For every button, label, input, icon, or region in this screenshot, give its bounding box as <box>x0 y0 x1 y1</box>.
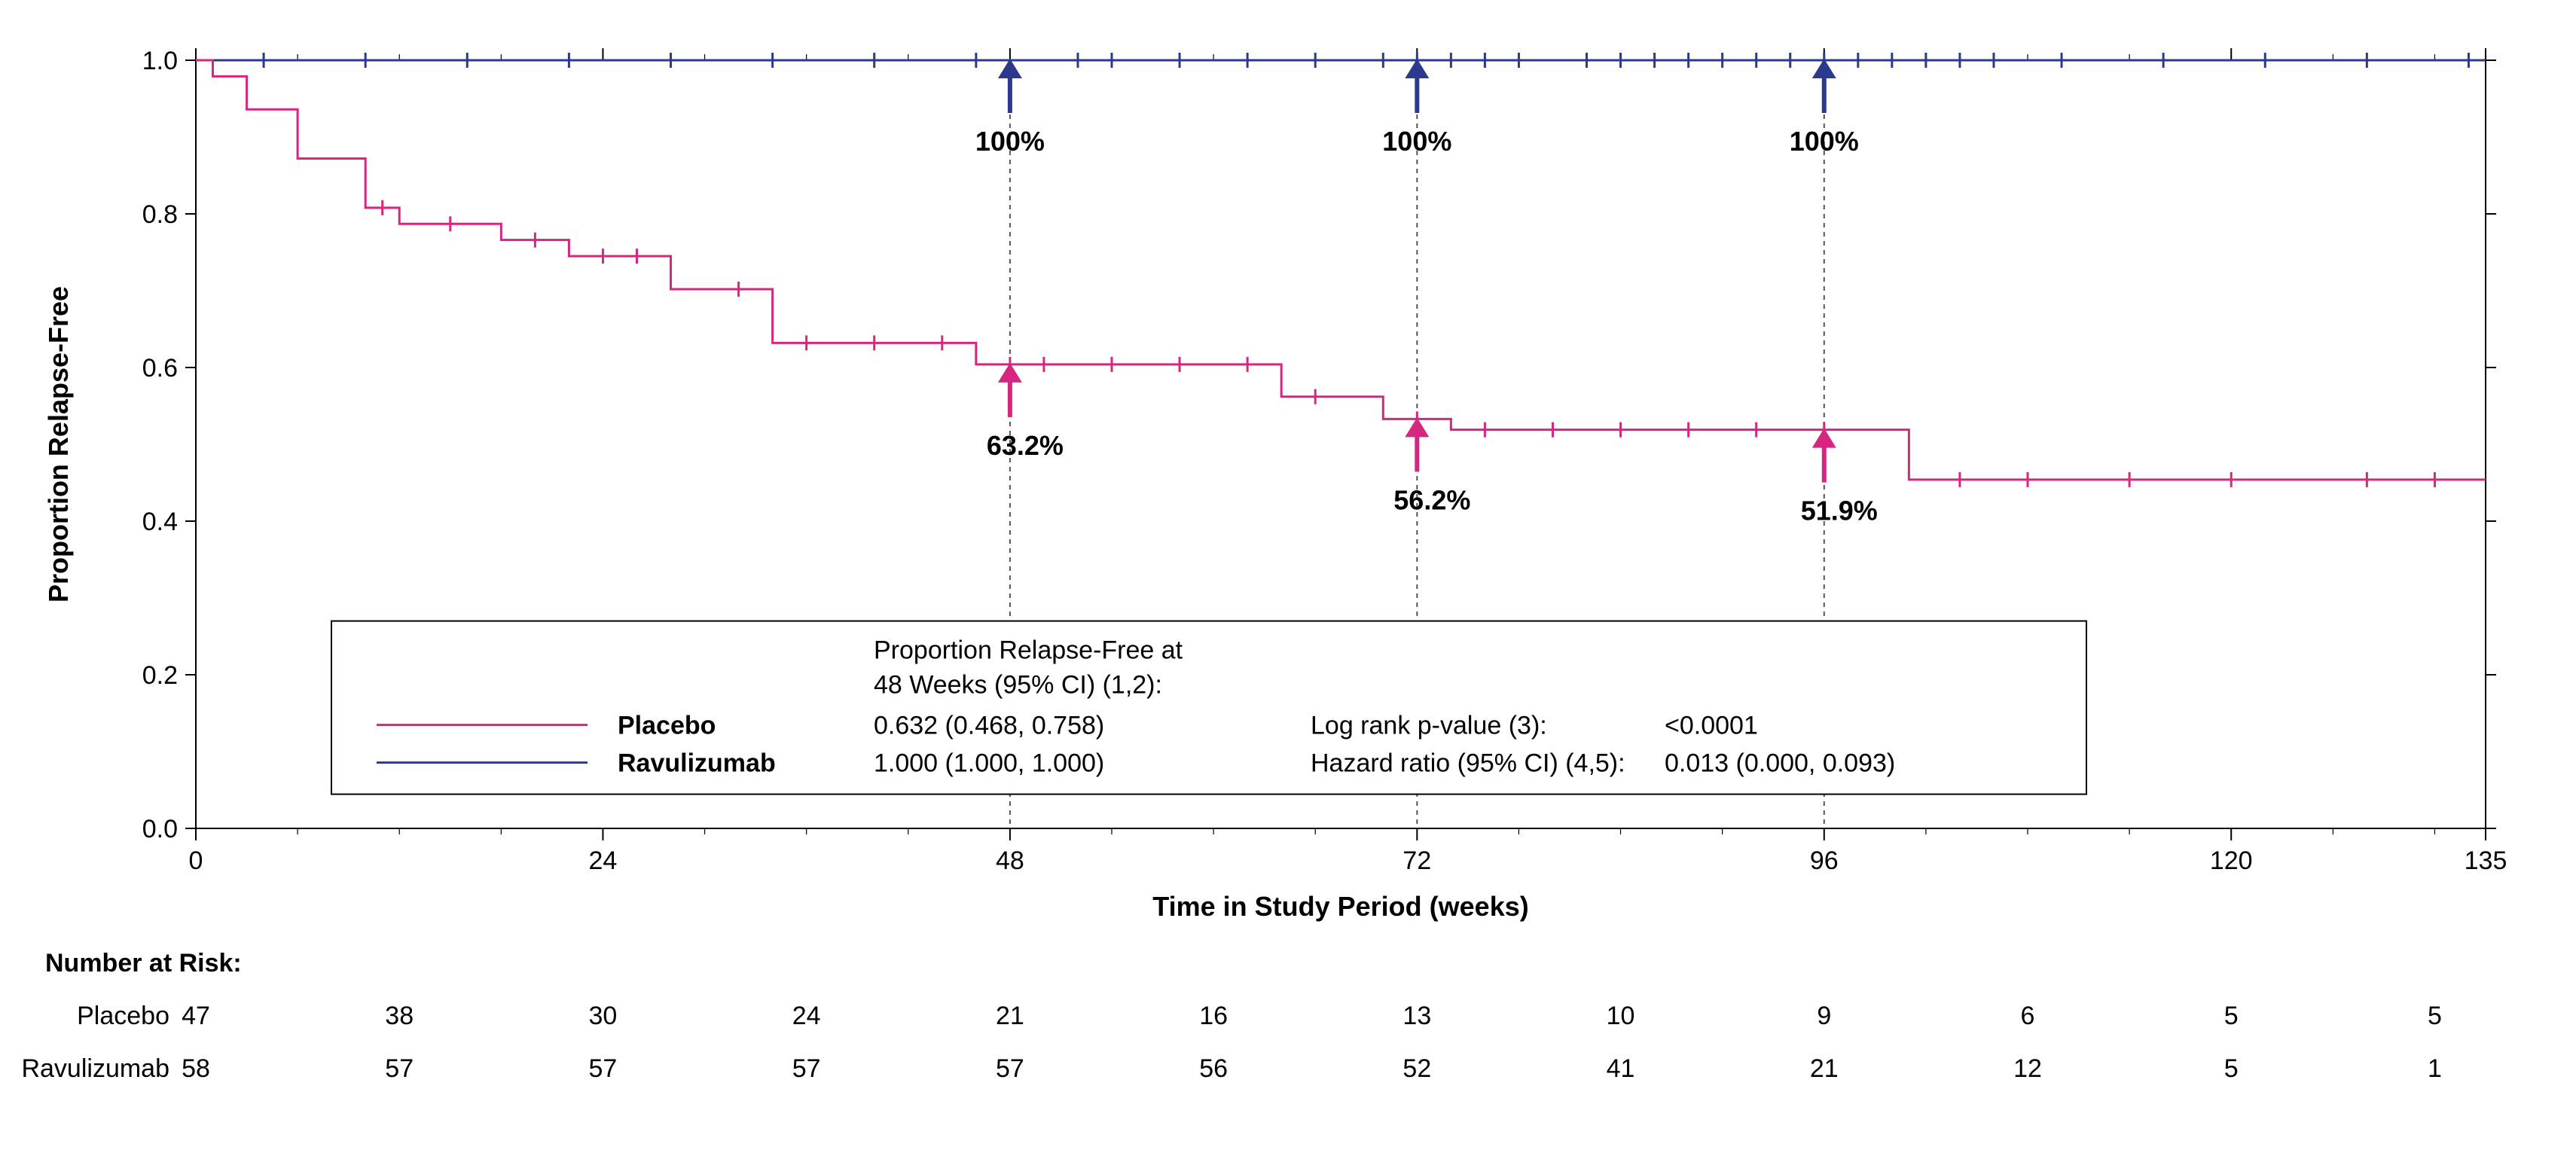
svg-text:5: 5 <box>2224 1002 2239 1030</box>
svg-text:0.013 (0.000, 0.093): 0.013 (0.000, 0.093) <box>1665 749 1895 778</box>
svg-text:1.0: 1.0 <box>142 47 178 75</box>
svg-text:56.2%: 56.2% <box>1393 484 1470 515</box>
svg-text:Proportion Relapse-Free at: Proportion Relapse-Free at <box>874 636 1183 665</box>
svg-text:48: 48 <box>996 846 1024 875</box>
svg-text:Log rank p-value (3):: Log rank p-value (3): <box>1311 712 1547 740</box>
svg-text:Ravulizumab: Ravulizumab <box>21 1054 169 1083</box>
svg-text:16: 16 <box>1199 1002 1228 1030</box>
svg-text:0.0: 0.0 <box>142 815 178 843</box>
svg-text:100%: 100% <box>1382 126 1451 157</box>
svg-text:Number at Risk:: Number at Risk: <box>45 949 242 978</box>
svg-text:51.9%: 51.9% <box>1801 496 1878 526</box>
svg-text:38: 38 <box>385 1002 414 1030</box>
svg-text:100%: 100% <box>975 126 1045 157</box>
svg-text:1: 1 <box>2428 1054 2442 1083</box>
svg-text:57: 57 <box>792 1054 821 1083</box>
svg-text:Proportion Relapse-Free: Proportion Relapse-Free <box>43 286 74 602</box>
svg-text:0.6: 0.6 <box>142 354 178 383</box>
svg-text:Placebo: Placebo <box>77 1002 169 1030</box>
svg-text:5: 5 <box>2224 1054 2239 1083</box>
svg-text:0.632 (0.468, 0.758): 0.632 (0.468, 0.758) <box>874 712 1104 740</box>
svg-text:57: 57 <box>996 1054 1024 1083</box>
svg-text:47: 47 <box>182 1002 210 1030</box>
svg-text:41: 41 <box>1607 1054 1635 1083</box>
svg-text:96: 96 <box>1810 846 1839 875</box>
svg-text:Hazard ratio (95% CI) (4,5):: Hazard ratio (95% CI) (4,5): <box>1311 749 1625 778</box>
svg-text:72: 72 <box>1402 846 1431 875</box>
svg-text:63.2%: 63.2% <box>987 430 1064 461</box>
svg-text:Time in Study Period (weeks): Time in Study Period (weeks) <box>1152 891 1528 922</box>
svg-text:120: 120 <box>2210 846 2253 875</box>
svg-text:10: 10 <box>1607 1002 1635 1030</box>
svg-text:9: 9 <box>1817 1002 1831 1030</box>
svg-text:24: 24 <box>792 1002 821 1030</box>
svg-text:<0.0001: <0.0001 <box>1665 712 1758 740</box>
svg-text:5: 5 <box>2428 1002 2442 1030</box>
km-chart-svg: 0.00.20.40.60.81.0024487296120135Time in… <box>0 0 2576 1159</box>
svg-text:24: 24 <box>589 846 618 875</box>
svg-text:58: 58 <box>182 1054 210 1083</box>
svg-text:48 Weeks (95% CI) (1,2):: 48 Weeks (95% CI) (1,2): <box>874 671 1162 700</box>
svg-text:Placebo: Placebo <box>618 712 716 740</box>
svg-text:30: 30 <box>589 1002 618 1030</box>
svg-text:0: 0 <box>189 846 203 875</box>
svg-text:Ravulizumab: Ravulizumab <box>618 749 776 778</box>
svg-text:100%: 100% <box>1790 126 1859 157</box>
svg-text:6: 6 <box>2021 1002 2035 1030</box>
svg-text:56: 56 <box>1199 1054 1228 1083</box>
svg-text:12: 12 <box>2013 1054 2042 1083</box>
svg-text:0.2: 0.2 <box>142 661 178 690</box>
svg-text:0.8: 0.8 <box>142 200 178 229</box>
svg-text:57: 57 <box>385 1054 414 1083</box>
svg-text:13: 13 <box>1402 1002 1431 1030</box>
svg-text:0.4: 0.4 <box>142 508 178 536</box>
svg-text:57: 57 <box>589 1054 618 1083</box>
svg-text:135: 135 <box>2465 846 2507 875</box>
svg-text:21: 21 <box>996 1002 1024 1030</box>
svg-text:52: 52 <box>1402 1054 1431 1083</box>
km-chart-container: 0.00.20.40.60.81.0024487296120135Time in… <box>0 0 2576 1159</box>
svg-text:21: 21 <box>1810 1054 1839 1083</box>
svg-text:1.000 (1.000, 1.000): 1.000 (1.000, 1.000) <box>874 749 1104 778</box>
